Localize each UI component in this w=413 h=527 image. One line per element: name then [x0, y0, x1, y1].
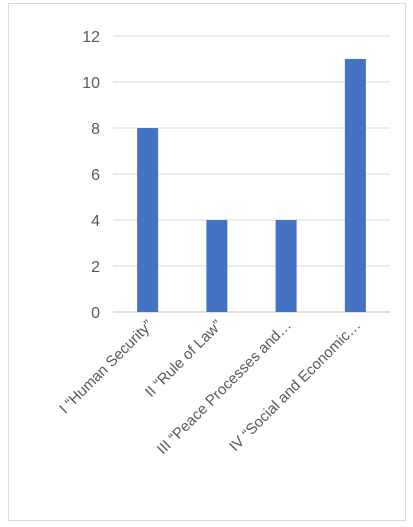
bar [344, 59, 366, 312]
y-tick-label: 12 [82, 29, 100, 46]
gridlines [113, 35, 390, 313]
y-tick-label: 0 [91, 305, 100, 322]
y-tick-label: 8 [91, 121, 100, 138]
bar [206, 220, 228, 312]
y-tick-label: 2 [91, 259, 100, 276]
x-tick-label: I “Human Security” [56, 317, 156, 417]
y-tick-label: 4 [91, 213, 100, 230]
x-tick-label: IV “Social and Economic… [226, 317, 364, 455]
x-axis-tick-labels: I “Human Security”II “Rule of Law”III “P… [56, 317, 364, 458]
bars [137, 59, 366, 312]
y-tick-label: 10 [82, 75, 100, 92]
bar [275, 220, 297, 312]
y-axis-tick-labels: 0 2 4 6 8 10 12 [82, 29, 100, 322]
x-tick-label: III “Peace Processes and… [154, 317, 295, 458]
y-tick-label: 6 [91, 167, 100, 184]
bar [137, 128, 159, 312]
